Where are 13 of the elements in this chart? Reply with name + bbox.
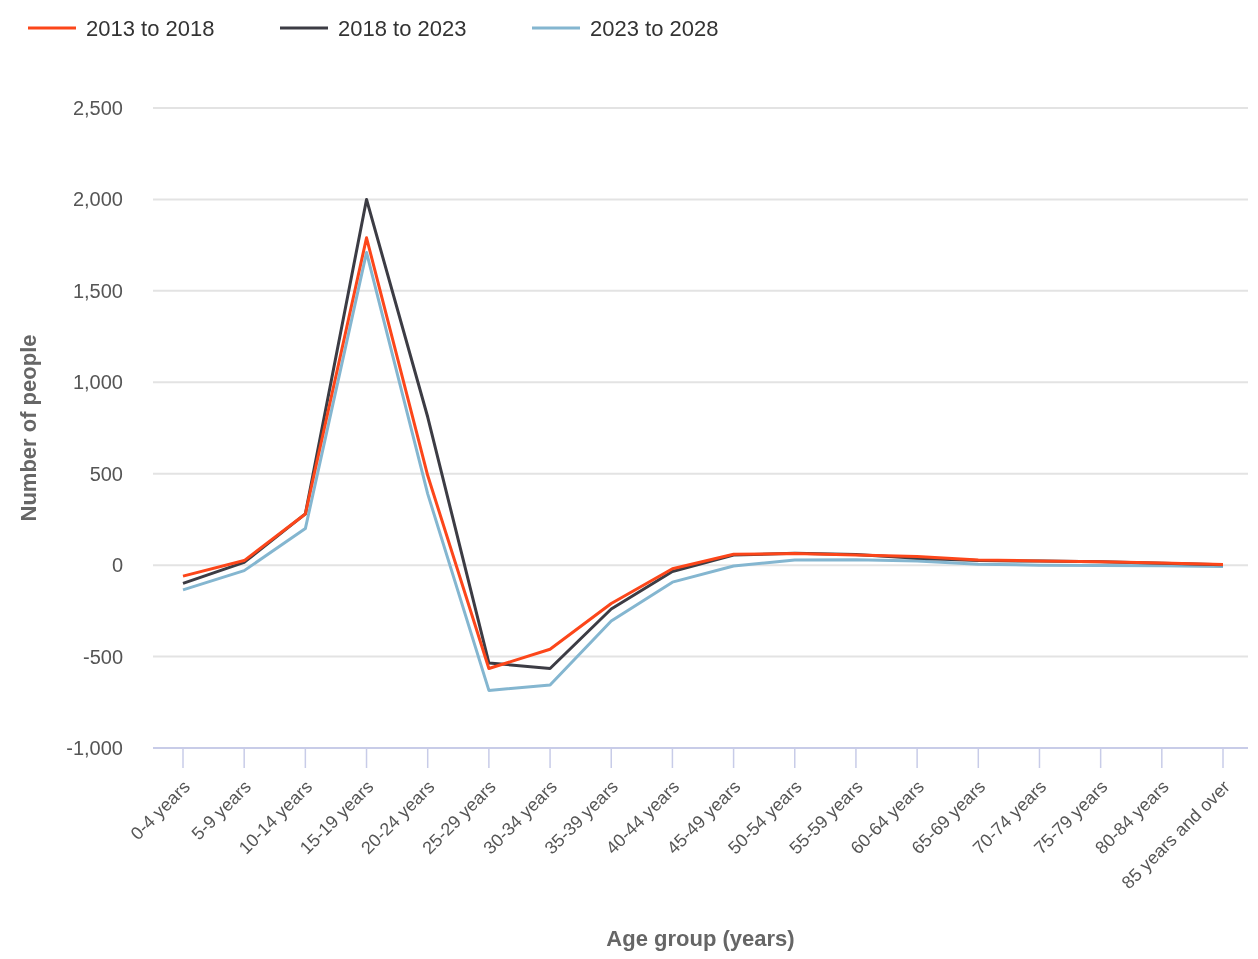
y-tick-label: -500 [82, 645, 123, 668]
y-tick-label: 2,000 [72, 188, 123, 211]
y-tick-label: 2,500 [72, 97, 123, 119]
x-axis-title: Age group (years) [606, 926, 795, 951]
y-tick-label: -1,000 [66, 737, 123, 759]
y-tick-label: 0 [111, 554, 123, 577]
legend-label: 2013 to 2018 [86, 15, 215, 41]
y-tick-label: 1,000 [72, 371, 123, 394]
y-tick-label: 500 [89, 462, 123, 485]
legend-label: 2018 to 2023 [338, 15, 467, 41]
y-tick-label: 1,500 [72, 279, 123, 302]
y-axis-title: Number of people [16, 334, 41, 522]
legend-label: 2023 to 2028 [590, 15, 719, 41]
